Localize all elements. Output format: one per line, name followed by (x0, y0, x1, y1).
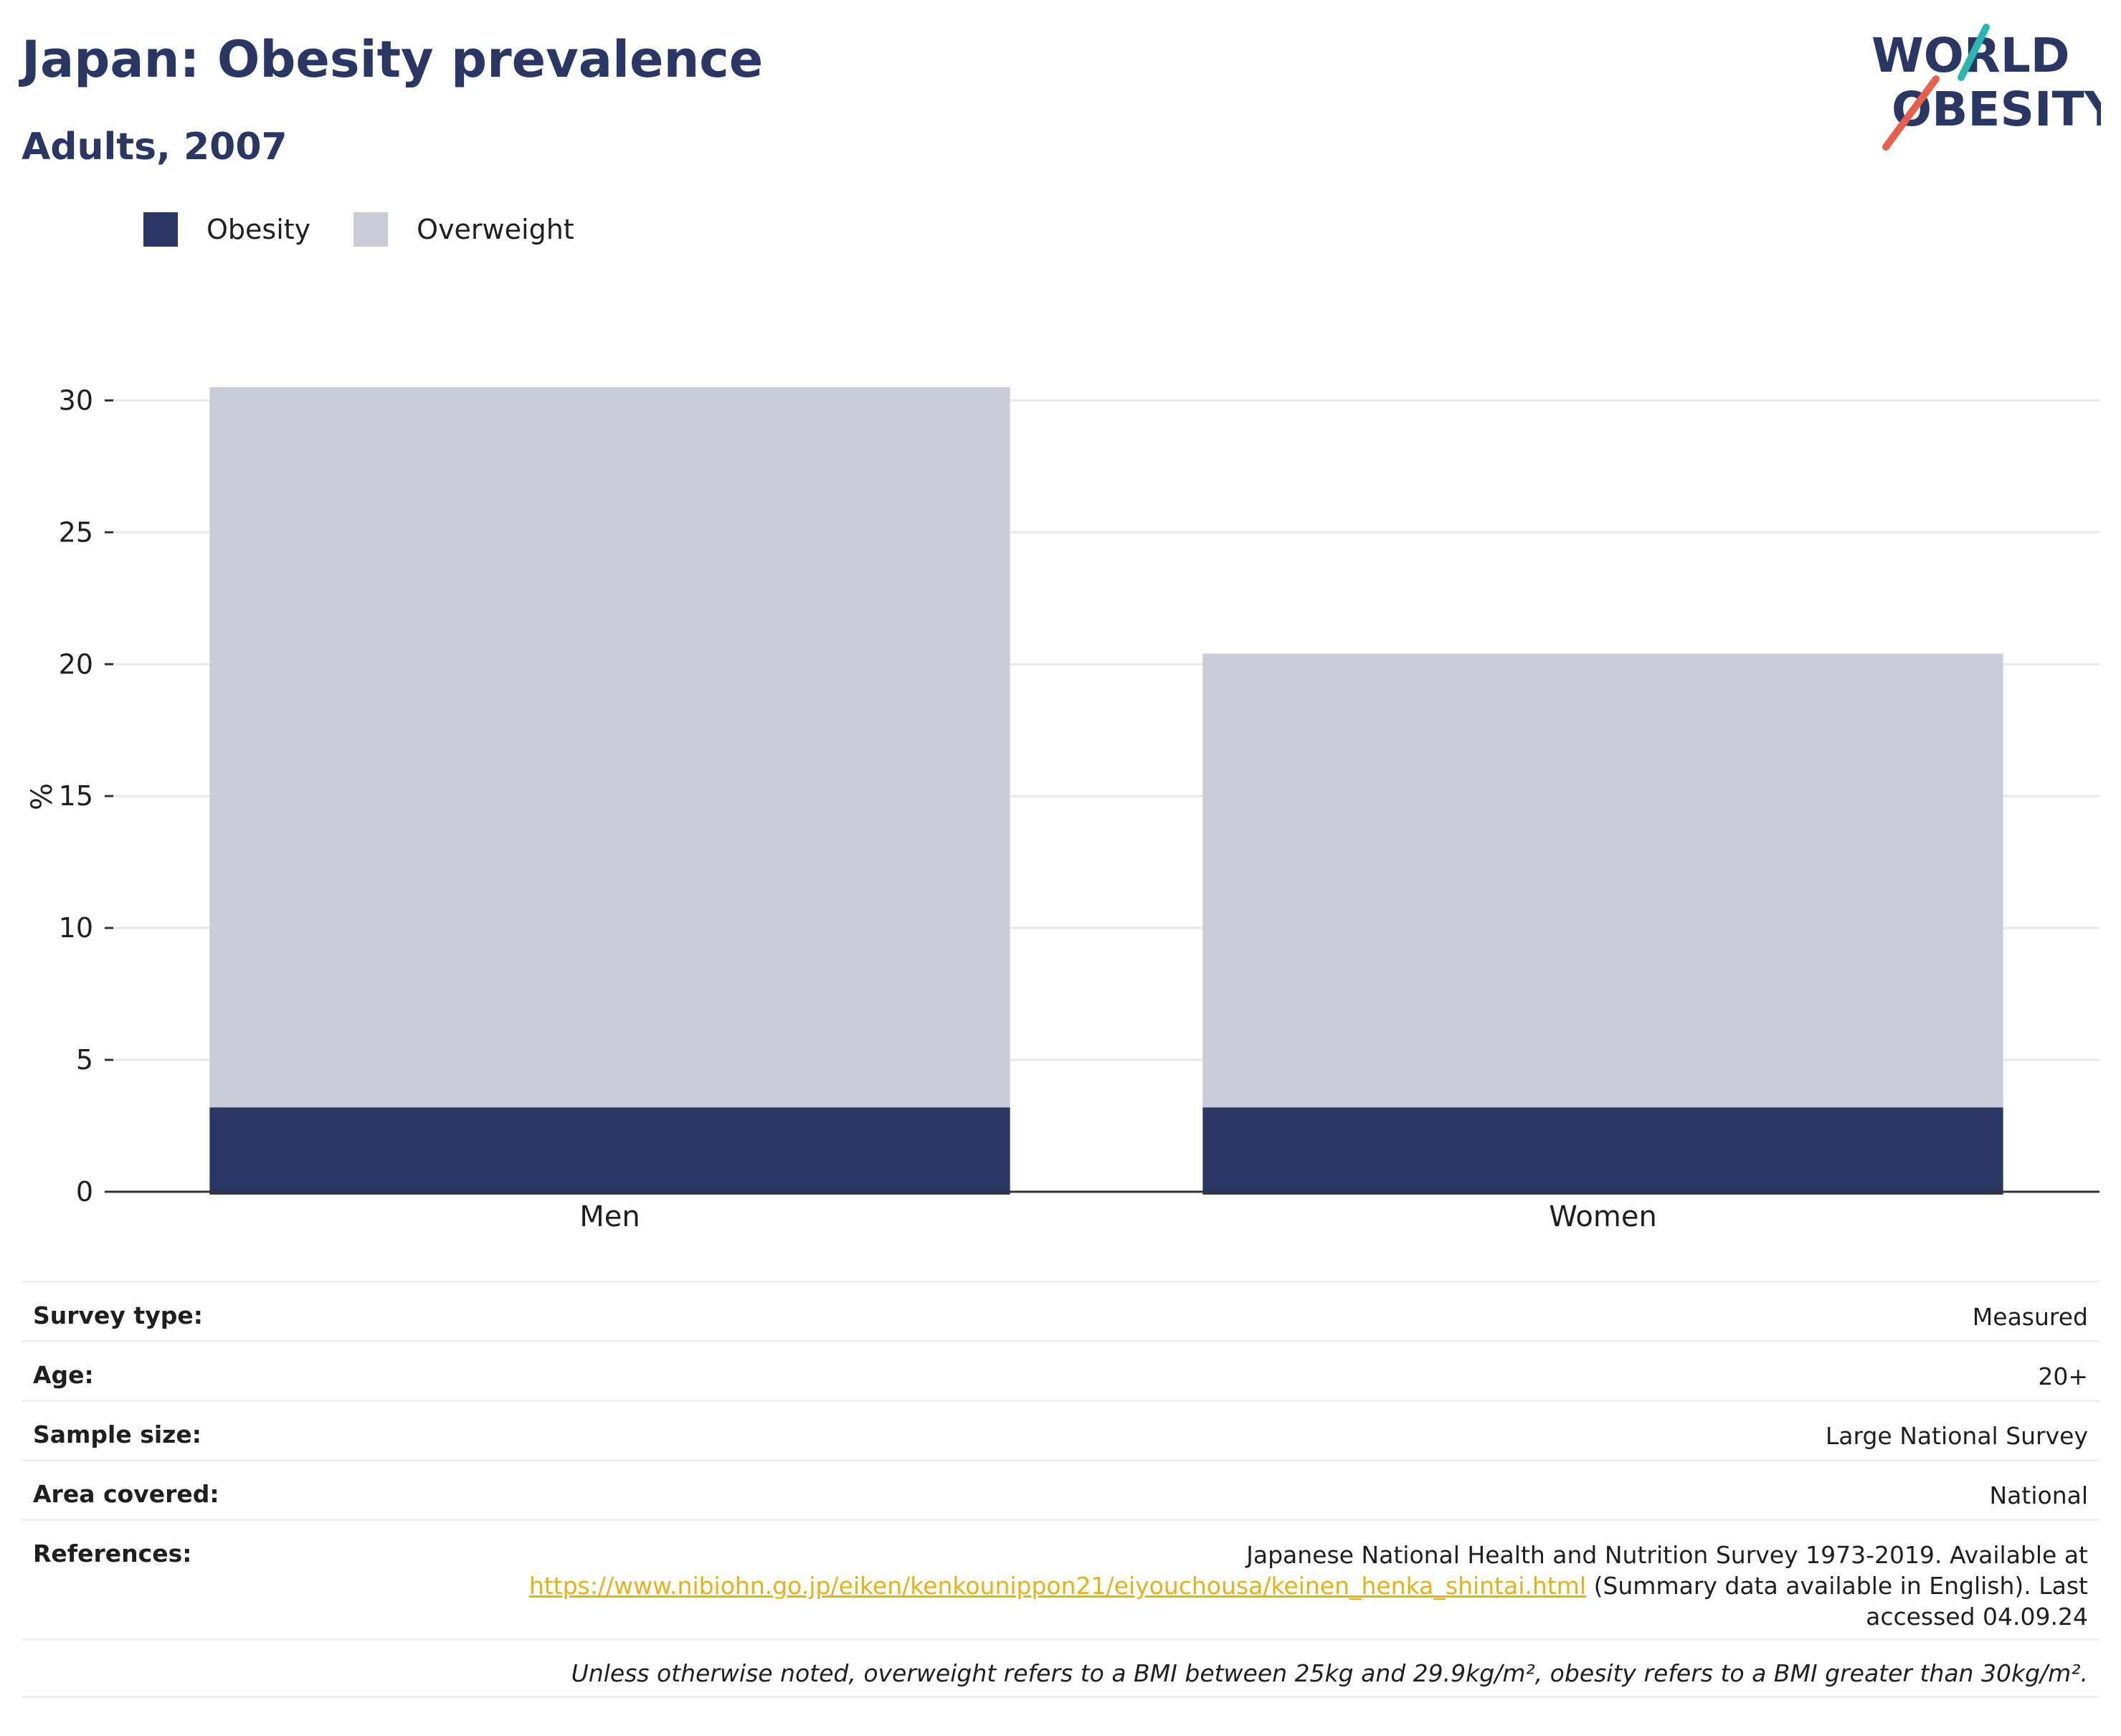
meta-label-references: References: (33, 1540, 192, 1567)
y-tick-label-20: 20 (59, 648, 93, 680)
meta-value-area-covered: National (1989, 1481, 2088, 1509)
logo-slash-red (1882, 75, 1940, 151)
legend-item-overweight[interactable]: Overweight (354, 212, 574, 247)
chart-subtitle: Adults, 2007 (22, 125, 288, 169)
meta-value-sample-size: Large National Survey (1825, 1422, 2088, 1450)
legend-swatch-overweight (354, 212, 389, 247)
references-text-after: (Summary data available in English). Las… (1593, 1572, 2088, 1600)
bar-overweight-men (209, 387, 1010, 1108)
x-tick-label-women: Women (1549, 1200, 1657, 1233)
meta-value-survey-type: Measured (1972, 1303, 2088, 1331)
y-tick-label-10: 10 (59, 912, 93, 944)
y-tick-label-15: 15 (59, 780, 93, 812)
world-obesity-logo: WORLD OBESITY (1871, 24, 2101, 151)
legend-swatch-obesity (143, 212, 178, 247)
bar-overweight-women (1202, 653, 2003, 1108)
survey-metadata-table: Survey type: Measured Age: 20+ Sample si… (22, 1281, 2099, 1698)
meta-label-survey-type: Survey type: (33, 1301, 203, 1329)
legend-label-overweight: Overweight (417, 214, 574, 245)
meta-label-age: Age: (33, 1361, 94, 1389)
legend-item-obesity[interactable]: Obesity (143, 212, 310, 247)
y-tick-label-25: 25 (59, 516, 93, 548)
bmi-definition-note: Unless otherwise noted, overweight refer… (571, 1659, 2088, 1687)
y-axis-label: % (26, 783, 59, 810)
y-tick-label-30: 30 (59, 384, 93, 416)
x-tick-label-men: Men (579, 1200, 640, 1233)
meta-value-references: Japanese National Health and Nutrition S… (529, 1540, 2088, 1632)
references-text-before: Japanese National Health and Nutrition S… (1246, 1541, 2088, 1569)
meta-row-references: References: Japanese National Health and… (22, 1519, 2099, 1638)
chart-legend: Obesity Overweight (143, 212, 617, 247)
y-tick-label-0: 0 (76, 1176, 93, 1208)
bar-obesity-men (209, 1107, 1010, 1195)
meta-row-sample-size: Sample size: Large National Survey (22, 1400, 2099, 1459)
references-link[interactable]: https://www.nibiohn.go.jp/eiken/kenkouni… (528, 1572, 1587, 1600)
bar-obesity-women (1202, 1107, 2003, 1195)
meta-row-survey-type: Survey type: Measured (22, 1281, 2099, 1340)
meta-value-age: 20+ (2038, 1362, 2088, 1390)
meta-row-age: Age: 20+ (22, 1340, 2099, 1400)
meta-row-area-covered: Area covered: National (22, 1459, 2099, 1519)
y-tick-label-5: 5 (76, 1044, 93, 1076)
meta-label-sample-size: Sample size: (33, 1420, 201, 1448)
legend-label-obesity: Obesity (207, 214, 311, 245)
chart-title: Japan: Obesity prevalence (22, 30, 764, 89)
bar-chart: 0 5 10 15 20 25 30% Men Women (26, 384, 2099, 1233)
references-text-end: accessed 04.09.24 (1866, 1603, 2088, 1631)
logo-slash-teal (1958, 24, 1990, 81)
meta-label-area-covered: Area covered: (33, 1480, 219, 1508)
meta-row-note: Unless otherwise noted, overweight refer… (22, 1638, 2099, 1698)
